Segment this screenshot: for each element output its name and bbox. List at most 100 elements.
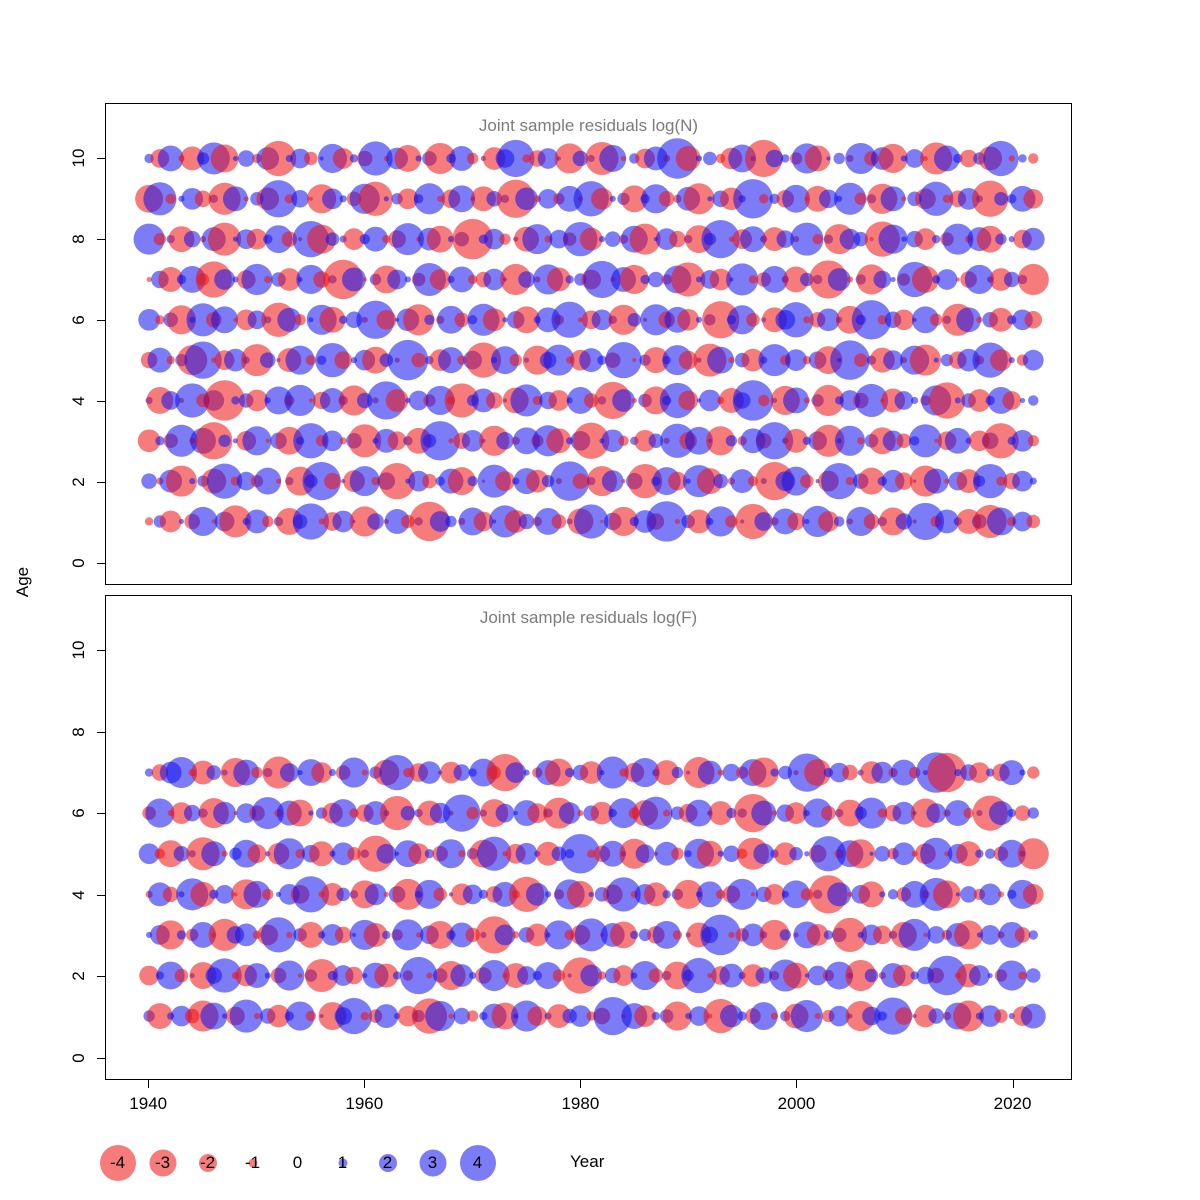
residual-bubble xyxy=(411,352,426,368)
residual-bubble xyxy=(703,151,717,166)
residual-bubble xyxy=(362,346,390,374)
residual-bubble xyxy=(789,846,803,861)
residual-bubble xyxy=(324,472,341,490)
residual-bubble xyxy=(810,836,847,872)
residual-bubble xyxy=(901,236,907,242)
residual-bubble xyxy=(790,222,824,256)
residual-bubble xyxy=(138,843,160,865)
residual-bubble xyxy=(215,885,234,904)
residual-bubble xyxy=(910,971,919,980)
residual-bubble xyxy=(879,891,886,898)
residual-bubble xyxy=(719,963,744,988)
residual-bubble xyxy=(574,504,609,539)
residual-bubble xyxy=(491,1002,519,1030)
residual-bubble xyxy=(954,920,984,950)
residual-bubble xyxy=(782,184,811,213)
residual-bubble xyxy=(335,997,373,1035)
legend-value-label: -3 xyxy=(154,1153,171,1172)
residual-bubble xyxy=(976,316,983,323)
residual-bubble xyxy=(985,768,995,777)
residual-bubble xyxy=(544,891,552,898)
residual-bubble xyxy=(877,808,887,818)
residual-bubble xyxy=(739,226,766,253)
residual-bubble xyxy=(260,140,297,177)
x-tick-mark xyxy=(580,1080,582,1088)
y-tick-mark xyxy=(97,1057,105,1059)
residual-bubble xyxy=(804,759,832,787)
residual-bubble xyxy=(968,389,991,412)
legend-bubble-icon xyxy=(248,1158,257,1168)
residual-bubble xyxy=(722,763,741,782)
residual-bubble xyxy=(758,344,791,377)
legend-bubble-icon xyxy=(419,1149,446,1177)
residual-bubble xyxy=(834,425,866,456)
residual-bubble xyxy=(184,341,222,379)
residual-bubble xyxy=(408,390,429,411)
y-tick-mark xyxy=(97,976,105,978)
panel-title-log-f: Joint sample residuals log(F) xyxy=(479,608,698,627)
residual-bubble xyxy=(548,390,570,411)
residual-bubble xyxy=(449,922,475,948)
residual-bubble xyxy=(708,801,733,826)
residual-bubble xyxy=(845,959,877,992)
residual-bubble xyxy=(201,841,227,867)
residual-bubble xyxy=(466,152,479,165)
residual-bubble xyxy=(525,923,549,947)
residual-bubble xyxy=(590,801,614,825)
residual-bubble xyxy=(706,426,736,456)
residual-bubble xyxy=(770,768,779,777)
residual-bubble xyxy=(374,963,399,988)
residual-bubble xyxy=(231,396,240,405)
residual-bubble xyxy=(990,349,1012,371)
residual-bubble xyxy=(358,181,393,216)
y-tick-label: 4 xyxy=(69,889,88,900)
residual-bubble xyxy=(546,428,572,454)
residual-bubble xyxy=(319,306,346,333)
residual-bubble xyxy=(832,917,868,953)
residual-bubble xyxy=(445,515,457,528)
residual-bubble xyxy=(823,930,834,940)
residual-bubble xyxy=(620,155,627,162)
residual-bubble xyxy=(305,958,339,993)
residual-bubble xyxy=(812,233,823,245)
residual-bubble xyxy=(361,769,368,776)
residual-bubble xyxy=(183,804,201,822)
residual-bubble xyxy=(893,309,915,331)
residual-bubble xyxy=(165,193,176,204)
residual-bubble xyxy=(639,796,673,830)
residual-bubble xyxy=(213,801,236,825)
residual-bubble xyxy=(601,470,624,492)
residual-bubble xyxy=(927,926,945,944)
residual-bubble xyxy=(964,264,994,295)
residual-bubble xyxy=(183,230,201,248)
residual-bubble xyxy=(845,142,877,175)
residual-bubble xyxy=(467,475,478,487)
residual-bubble xyxy=(892,801,916,825)
residual-bubble xyxy=(284,384,316,417)
residual-bubble xyxy=(695,276,703,283)
residual-bubble xyxy=(785,802,807,824)
legend-value-label: 4 xyxy=(472,1153,483,1172)
residual-bubble xyxy=(191,760,215,785)
y-tick-label: 6 xyxy=(69,314,88,325)
residual-bubble xyxy=(414,879,444,909)
residual-bubble xyxy=(781,154,790,163)
residual-bubble xyxy=(364,883,387,906)
residual-bubble xyxy=(311,762,333,783)
residual-bubble xyxy=(345,966,363,985)
residual-bubble xyxy=(302,462,341,501)
residual-bubble xyxy=(572,150,589,167)
residual-bubble xyxy=(1019,769,1026,776)
residual-bubble xyxy=(518,513,535,530)
legend-item-1: 1 xyxy=(320,1132,365,1194)
y-tick-label: 2 xyxy=(69,476,88,487)
residual-bubble xyxy=(383,891,389,897)
residual-bubble xyxy=(629,223,661,255)
residual-bubble xyxy=(560,834,601,874)
panel-log-f: Joint sample residuals log(F) xyxy=(105,595,1072,1080)
residual-bubble xyxy=(577,810,584,817)
legend-value-label: 1 xyxy=(337,1153,348,1172)
residual-bubble xyxy=(564,767,575,778)
residual-bubble xyxy=(800,474,814,488)
residual-bubble xyxy=(933,357,939,363)
